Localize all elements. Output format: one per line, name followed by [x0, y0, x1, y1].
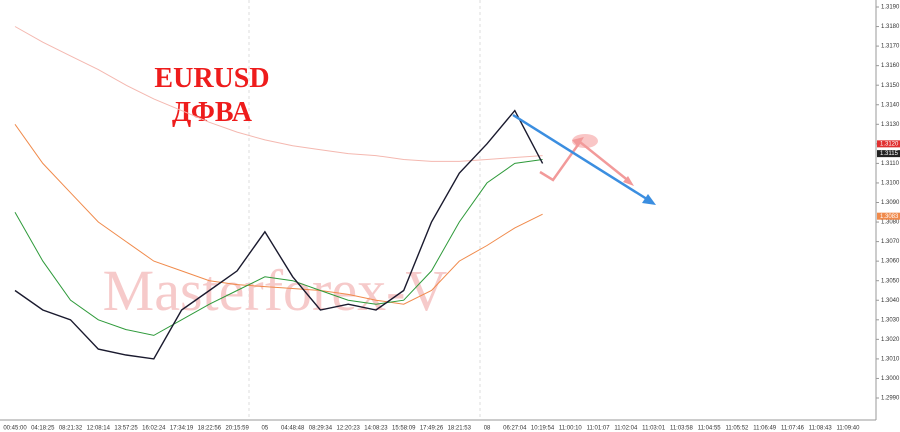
x-tick-label: 12:20:23	[337, 426, 361, 432]
x-tick-label: 06:27:04	[503, 426, 527, 432]
y-tick-label: 1.3010	[881, 356, 900, 362]
x-tick-label: 11:09:40	[837, 426, 861, 432]
y-tick-label: 1.3100	[881, 181, 900, 187]
x-tick-label: 08	[484, 426, 491, 432]
x-tick-label: 18:22:56	[198, 426, 222, 432]
x-tick-label: 04:48:48	[281, 426, 305, 432]
x-tick-label: 13:57:25	[114, 426, 138, 432]
x-tick-label: 11:04:55	[698, 426, 722, 432]
plot	[14, 26, 544, 360]
x-tick-label: 00:45:00	[3, 426, 27, 432]
x-tick-label: 08:21:32	[59, 426, 83, 432]
price-tag	[877, 140, 900, 148]
blue-arrow	[512, 113, 651, 203]
series-line	[14, 124, 543, 305]
x-tick-label: 04:18:25	[31, 426, 55, 432]
y-tick-label: 1.3090	[881, 200, 900, 206]
x-tick-label: 20:15:59	[225, 426, 249, 432]
x-tick-label: 11:06:49	[753, 426, 777, 432]
x-tick-label: 10:19:54	[531, 426, 555, 432]
series-line	[14, 109, 544, 360]
x-tick-label: 11:02:04	[614, 426, 638, 432]
y-tick-label: 1.3140	[881, 102, 900, 108]
x-tick-label: 15:58:09	[392, 426, 416, 432]
annotation: EURUSD	[154, 63, 269, 94]
x-tick-label: 12:08:14	[87, 426, 111, 432]
series-line	[14, 159, 543, 336]
x-tick-label: 11:01:07	[587, 426, 611, 432]
x-tick-label: 11:03:58	[670, 426, 694, 432]
x-tick-label: 17:34:19	[170, 426, 194, 432]
y-tick-label: 1.2990	[881, 396, 900, 402]
series-line	[14, 26, 543, 162]
pink-arrow	[539, 140, 631, 183]
y-tick-label: 1.3020	[881, 337, 900, 343]
x-tick-label: 05	[262, 426, 269, 432]
price-tag-label: 1.3083	[880, 214, 899, 220]
y-tick-label: 1.3080	[881, 220, 900, 226]
y-tick-label: 1.3110	[881, 161, 900, 167]
price-tag-label: 1.3120	[880, 141, 899, 147]
y-tick-label: 1.3040	[881, 298, 900, 304]
price-tag-label: 1.3115	[880, 151, 899, 157]
y-tick-label: 1.3130	[881, 122, 900, 128]
arrow-head	[623, 176, 634, 186]
watermark: Masterforex-V	[103, 258, 448, 323]
y-tick-label: 1.3060	[881, 259, 900, 265]
x-tick-label: 11:08:43	[809, 426, 833, 432]
x-tick-label: 17:49:26	[420, 426, 444, 432]
x-tick-label: 11:07:46	[781, 426, 805, 432]
y-tick-label: 1.3070	[881, 239, 900, 245]
y-tick-label: 1.3000	[881, 376, 900, 382]
x-tick-label: 16:02:24	[142, 426, 166, 432]
y-tick-label: 1.3190	[881, 5, 900, 11]
x-tick-label: 18:21:53	[448, 426, 472, 432]
x-tick-label: 08:29:34	[309, 426, 333, 432]
x-tick-label: 14:08:23	[364, 426, 388, 432]
forecast-arrows	[512, 113, 656, 205]
arrow-head	[642, 194, 656, 205]
y-tick-label: 1.3050	[881, 278, 900, 284]
y-tick-label: 1.3160	[881, 63, 900, 69]
y-tick-label: 1.3030	[881, 317, 900, 323]
arrow-head	[572, 137, 584, 147]
y-tick-label: 1.3170	[881, 44, 900, 50]
x-tick-label: 11:05:52	[725, 426, 749, 432]
x-tick-label: 11:00:10	[559, 426, 583, 432]
y-tick-label: 1.3180	[881, 24, 900, 30]
price-tag	[877, 150, 900, 158]
x-tick-label: 11:03:01	[642, 426, 666, 432]
y-tick-label: 1.3150	[881, 83, 900, 89]
price-tag	[877, 212, 900, 220]
